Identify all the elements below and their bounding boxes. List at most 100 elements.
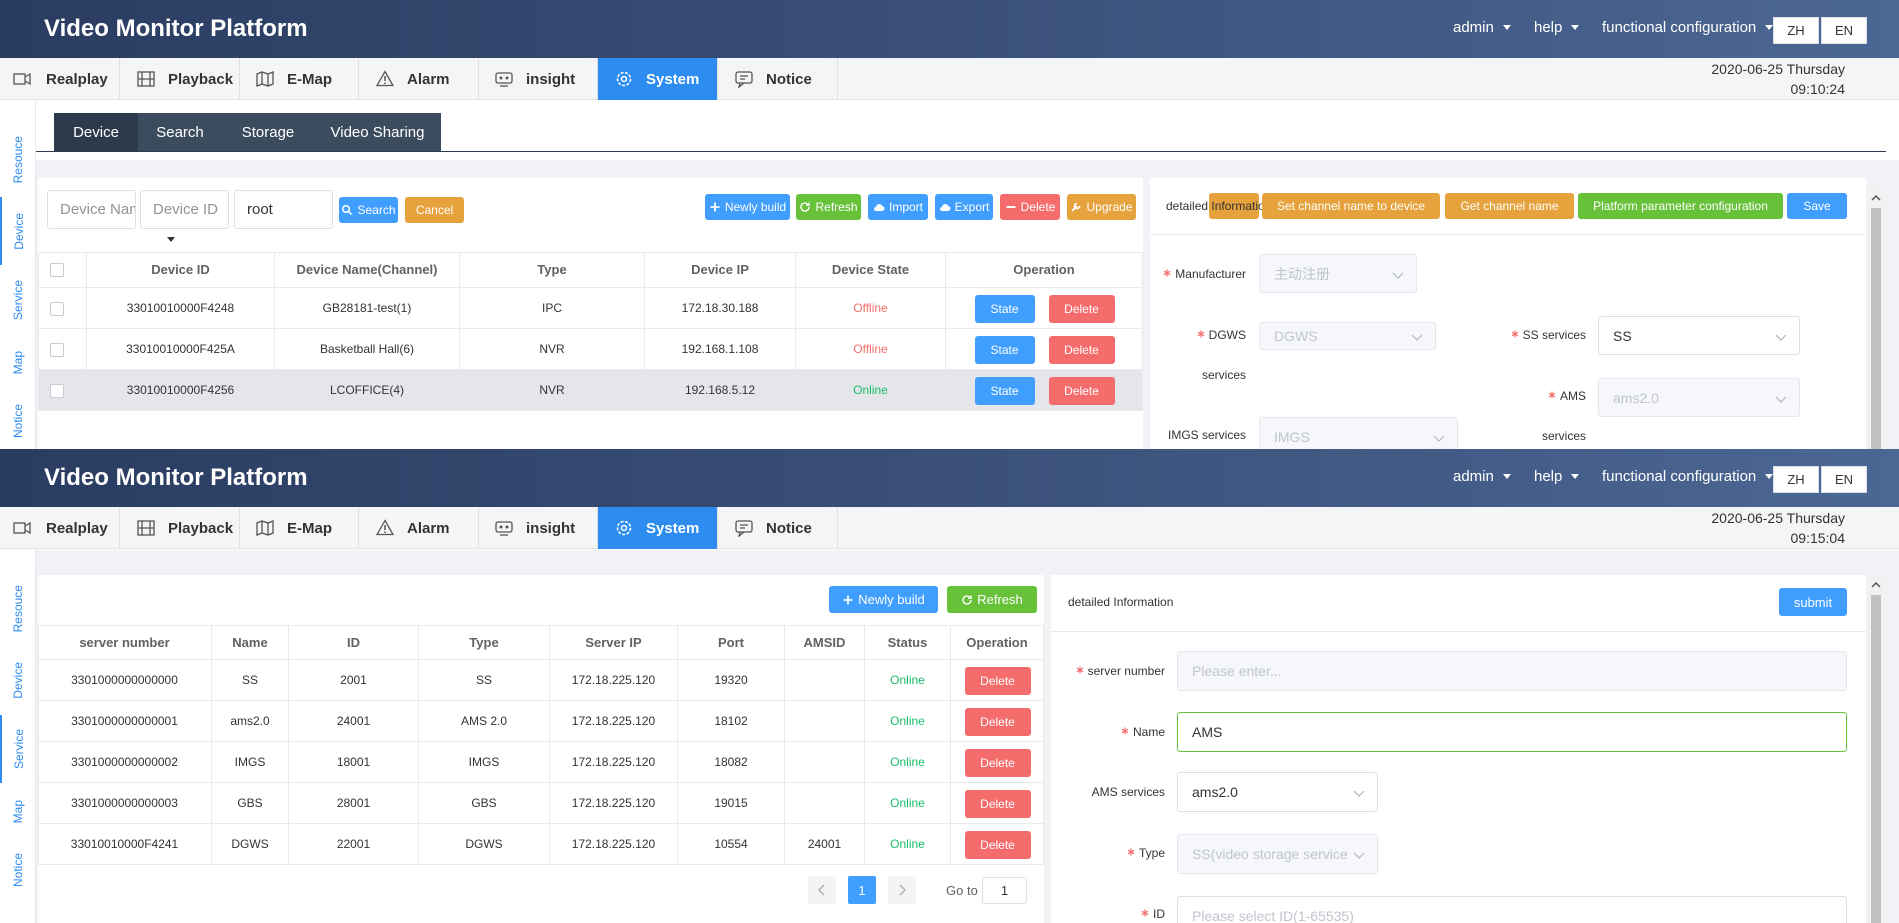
row-action-button[interactable]: State — [974, 294, 1035, 323]
header-menu[interactable]: functional configuration — [1602, 449, 1774, 503]
nav-tab[interactable]: insight — [478, 58, 598, 100]
search-button[interactable]: Search — [339, 197, 398, 223]
select-input[interactable]: 主动注册 — [1259, 254, 1417, 293]
page-prev[interactable] — [808, 876, 836, 904]
language-button[interactable]: ZH — [1773, 17, 1819, 44]
page-number[interactable]: 1 — [848, 876, 876, 904]
sub-tab[interactable]: Storage — [222, 113, 314, 151]
detail-button[interactable]: Platform parameter configuration — [1578, 193, 1783, 219]
nav-tab[interactable]: System — [598, 507, 718, 549]
toolbar-button[interactable]: Upgrade — [1067, 194, 1136, 220]
filter-input[interactable]: root — [234, 190, 333, 229]
select-input[interactable]: ams2.0 — [1598, 378, 1800, 417]
table-cell: IMGS — [419, 742, 550, 783]
side-tab[interactable]: Service — [0, 266, 36, 334]
side-tab[interactable]: Notice — [0, 836, 36, 904]
header-menu[interactable]: admin — [1453, 449, 1512, 503]
sub-tab[interactable]: Search — [138, 113, 222, 151]
side-tab[interactable]: Resouce — [0, 126, 36, 194]
hidden-button[interactable] — [1209, 193, 1259, 219]
row-action-button[interactable]: State — [974, 335, 1035, 364]
side-tab[interactable]: Device — [0, 646, 36, 714]
select-input[interactable]: DGWS — [1259, 322, 1436, 350]
detail-button[interactable]: Save — [1787, 193, 1847, 219]
row-action-button[interactable]: Delete — [964, 748, 1031, 777]
icon-shape — [1433, 435, 1445, 442]
toolbar-button[interactable]: Newly build — [829, 586, 938, 613]
nav-tab[interactable]: Playback — [120, 507, 240, 549]
toolbar-button[interactable]: Refresh — [796, 194, 861, 220]
checkbox[interactable] — [50, 383, 64, 398]
language-button[interactable]: EN — [1821, 466, 1867, 493]
detail-button[interactable]: Get channel name — [1445, 193, 1574, 219]
button-label: Cancel — [415, 203, 454, 217]
sub-tab[interactable]: Video Sharing — [314, 113, 441, 151]
cancel-button[interactable]: Cancel — [405, 197, 464, 223]
checkbox[interactable] — [50, 263, 64, 277]
toolbar-button[interactable]: Delete — [1000, 194, 1060, 220]
select-input[interactable]: SS(video storage service) — [1177, 834, 1378, 874]
language-button[interactable]: EN — [1821, 17, 1867, 44]
select-input[interactable]: SS — [1598, 316, 1800, 355]
toolbar-button[interactable]: Newly build — [705, 194, 790, 220]
icon-shape — [735, 520, 753, 533]
language-button[interactable]: ZH — [1773, 466, 1819, 493]
header-menu[interactable]: help — [1534, 0, 1580, 54]
nav-tab[interactable]: insight — [478, 507, 598, 549]
header-menu[interactable]: help — [1534, 449, 1580, 503]
toolbar-button[interactable]: Refresh — [947, 586, 1037, 613]
row-action-button[interactable]: Delete — [1048, 335, 1115, 364]
nav-tab[interactable]: Realplay — [0, 58, 120, 100]
text-input[interactable]: AMS — [1177, 712, 1847, 752]
header-menu[interactable]: admin — [1453, 0, 1512, 54]
row-action-button[interactable]: Delete — [964, 666, 1031, 695]
text-input[interactable]: Please select ID(1-65535) — [1177, 896, 1847, 923]
nav-tab[interactable]: E-Map — [239, 507, 359, 549]
row-action-button[interactable]: Delete — [964, 789, 1031, 818]
nav-tab[interactable]: Realplay — [0, 507, 120, 549]
detail-button[interactable]: Set channel name to device — [1262, 193, 1440, 219]
toolbar-button[interactable]: Import — [868, 194, 928, 220]
nav-tab[interactable]: Notice — [718, 507, 838, 549]
input-value: AMS — [1192, 724, 1223, 740]
side-tab[interactable]: Resouce — [0, 575, 36, 643]
checkbox[interactable] — [50, 301, 64, 316]
row-action-button[interactable]: Delete — [1048, 376, 1115, 405]
row-action-button[interactable]: Delete — [964, 830, 1031, 859]
field-label: ID — [1025, 894, 1165, 923]
goto-input[interactable]: 1 — [982, 877, 1027, 904]
submit-button[interactable]: submit — [1779, 588, 1847, 616]
icon-shape — [1353, 852, 1365, 859]
nav-bar — [0, 58, 1899, 100]
datetime: 2020-06-25 Thursday 09:10:24 — [1480, 59, 1845, 101]
filter-input[interactable]: Device ID — [140, 190, 229, 229]
row-action-button[interactable]: State — [974, 376, 1035, 405]
sub-tab[interactable]: Device — [54, 113, 138, 151]
app-title: Video Monitor Platform — [44, 464, 308, 491]
text-input[interactable]: Please enter... — [1177, 651, 1847, 691]
header-cell: Operation — [946, 252, 1143, 288]
nav-tab[interactable]: Alarm — [359, 58, 479, 100]
select-input[interactable]: ams2.0 — [1177, 772, 1378, 812]
icon-shape — [256, 71, 274, 87]
side-tab[interactable]: Device — [0, 197, 36, 265]
row-action-button[interactable]: Delete — [1048, 294, 1115, 323]
field-label: IMGS services — [1126, 415, 1246, 449]
side-tab[interactable]: Service — [0, 715, 36, 783]
nav-tab[interactable]: Alarm — [359, 507, 479, 549]
nav-tab[interactable]: Notice — [718, 58, 838, 100]
page-next[interactable] — [888, 876, 916, 904]
row-action-button[interactable]: Delete — [964, 707, 1031, 736]
nav-tab[interactable]: E-Map — [239, 58, 359, 100]
toolbar-button[interactable]: Export — [935, 194, 993, 220]
filter-input[interactable]: Device Name — [47, 190, 136, 229]
side-tab[interactable]: Notice — [0, 387, 36, 449]
icon-shape — [738, 524, 748, 537]
nav-tab[interactable]: System — [598, 58, 718, 100]
table-cell — [785, 660, 865, 701]
header-menu[interactable]: functional configuration — [1602, 0, 1774, 54]
field-label: DGWS services — [1186, 315, 1246, 382]
nav-tab[interactable]: Playback — [120, 58, 240, 100]
checkbox[interactable] — [50, 342, 64, 357]
select-input[interactable]: IMGS — [1259, 417, 1458, 449]
